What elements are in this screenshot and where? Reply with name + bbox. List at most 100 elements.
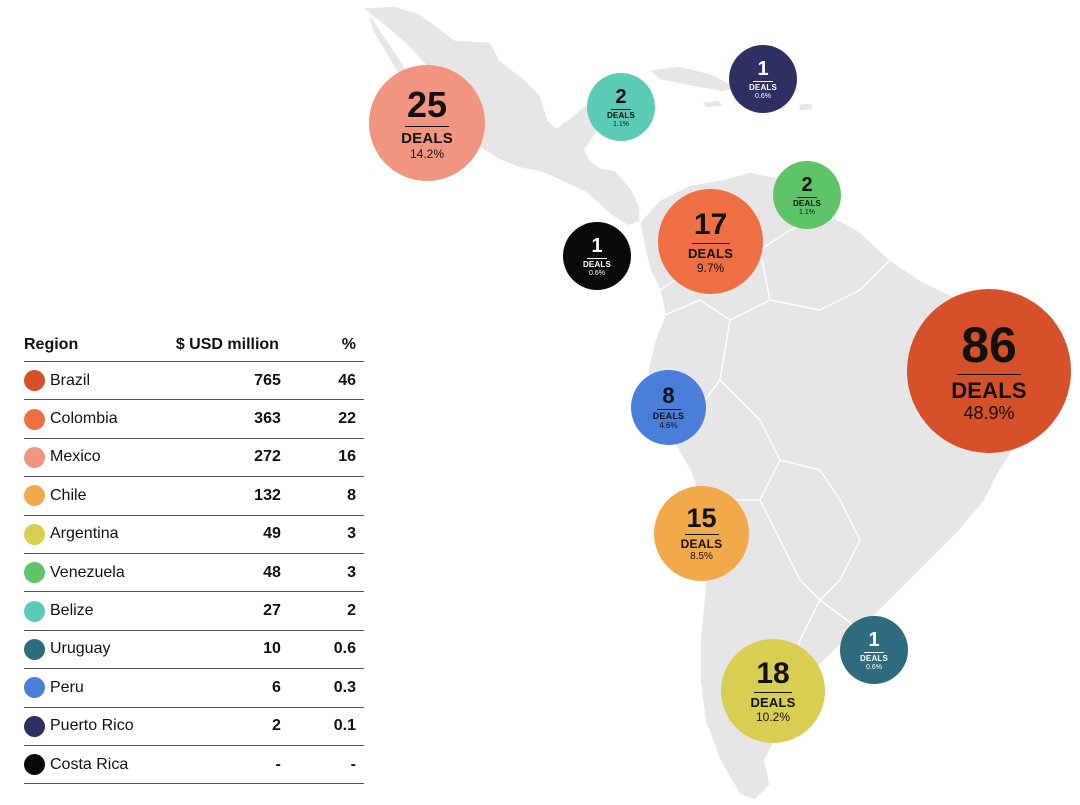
region-color-dot (24, 754, 45, 776)
cell-pct: 3 (280, 553, 364, 593)
cell-region: Argentina (24, 515, 170, 554)
cell-pct: - (280, 745, 364, 785)
table-row: Venezuela 48 3 (24, 553, 364, 593)
bubble-belize: 2 DEALS 1.1% (587, 73, 655, 141)
cell-pct: 8 (280, 476, 364, 516)
bubble-uruguay-rule (864, 651, 884, 653)
cell-usd: 49 (169, 515, 281, 554)
cell-usd: 2 (169, 707, 281, 746)
bubble-puerto-rico: 1 DEALS 0.6% (729, 45, 797, 113)
bubble-costa-rica: 1 DEALS 0.6% (563, 222, 631, 290)
bubble-mexico-rule (405, 125, 449, 127)
bubble-peru-rule (656, 409, 681, 410)
cell-region: Chile (24, 476, 170, 516)
header-pct: % (280, 328, 364, 362)
bubble-chile-count: 15 (686, 503, 717, 533)
region-color-dot (24, 408, 45, 430)
region-name: Chile (50, 486, 87, 504)
region-cell-content: Belize (24, 600, 170, 622)
table-row: Belize 27 2 (24, 591, 364, 631)
region-cell-content: Peru (24, 677, 170, 699)
cell-usd: 6 (169, 668, 281, 708)
region-cell-content: Argentina (24, 523, 170, 545)
region-color-dot (24, 562, 45, 584)
region-color-dot (24, 600, 45, 622)
bubble-uruguay-count: 1 (868, 628, 880, 651)
bubble-venezuela-count: 2 (801, 173, 813, 196)
bubble-brazil-label: DEALS (951, 378, 1027, 403)
table-row: Chile 132 8 (24, 476, 364, 516)
bubble-puerto-rico-count: 1 (757, 57, 769, 80)
cell-pct: 0.6 (280, 630, 364, 670)
region-name: Belize (50, 602, 94, 620)
cell-region: Puerto Rico (24, 707, 170, 746)
cell-region: Costa Rica (24, 745, 170, 785)
region-cell-content: Colombia (24, 408, 170, 430)
cell-usd: 10 (169, 630, 281, 670)
region-color-dot (24, 715, 45, 737)
bubble-mexico-label: DEALS (401, 129, 453, 147)
bubble-belize-label: DEALS (606, 110, 636, 120)
bubble-costa-rica-pct: 0.6% (589, 269, 605, 277)
bubble-uruguay-pct: 0.6% (866, 663, 882, 671)
bubble-venezuela-pct: 1.1% (799, 208, 815, 216)
bubble-brazil: 86 DEALS 48.9% (907, 289, 1071, 453)
region-color-dot (24, 446, 45, 468)
bubble-argentina-rule (754, 692, 792, 693)
bubble-argentina-pct: 10.2% (755, 710, 791, 724)
region-name: Colombia (50, 410, 118, 428)
bubble-argentina-count: 18 (756, 657, 790, 690)
table-row: Puerto Rico 2 0.1 (24, 707, 364, 746)
region-cell-content: Mexico (24, 446, 170, 468)
cell-usd: 48 (169, 553, 281, 593)
bubble-mexico-count: 25 (406, 83, 448, 125)
region-cell-content: Brazil (24, 370, 170, 392)
bubble-peru-label: DEALS (652, 411, 685, 421)
bubble-puerto-rico-pct: 0.6% (755, 92, 771, 100)
cell-region: Mexico (24, 438, 170, 478)
bubble-peru-pct: 4.6% (659, 421, 678, 430)
bubble-costa-rica-count: 1 (591, 234, 603, 257)
bubble-colombia: 17 DEALS 9.7% (658, 189, 763, 294)
bubble-puerto-rico-label: DEALS (748, 82, 778, 92)
cell-pct: 0.1 (280, 707, 364, 746)
region-color-dot (24, 370, 45, 392)
cell-usd: 765 (169, 361, 281, 401)
region-color-dot (24, 638, 45, 660)
map-jamaica (701, 99, 725, 109)
cell-usd: 363 (169, 399, 281, 439)
region-cell-content: Venezuela (24, 562, 170, 584)
cell-pct: 22 (280, 399, 364, 439)
region-table: Region $ USD million % Brazil 765 46 Colomb… (24, 328, 364, 785)
bubble-argentina: 18 DEALS 10.2% (721, 639, 825, 743)
header-region: Region (24, 328, 170, 362)
bubble-brazil-count: 86 (961, 317, 1017, 373)
cell-usd: 272 (169, 438, 281, 478)
map-puerto-rico (797, 102, 814, 112)
cell-pct: 16 (280, 438, 364, 478)
bubble-costa-rica-label: DEALS (582, 259, 612, 269)
region-name: Uruguay (50, 640, 111, 658)
bubble-argentina-label: DEALS (750, 695, 796, 710)
region-name: Venezuela (50, 563, 125, 581)
bubble-costa-rica-rule (587, 257, 607, 259)
bubble-colombia-rule (691, 242, 730, 244)
bubble-chile-label: DEALS (680, 537, 723, 551)
region-name: Mexico (50, 448, 101, 466)
table-row: Costa Rica - - (24, 745, 364, 785)
bubble-puerto-rico-rule (753, 80, 773, 82)
region-name: Puerto Rico (50, 717, 134, 735)
cell-region: Belize (24, 591, 170, 631)
region-color-dot (24, 523, 45, 545)
table-row: Peru 6 0.3 (24, 668, 364, 708)
cell-region: Brazil (24, 361, 170, 401)
cell-pct: 46 (280, 361, 364, 401)
cell-usd: 132 (169, 476, 281, 516)
bubble-colombia-label: DEALS (687, 245, 734, 261)
bubble-mexico-pct: 14.2% (409, 146, 445, 161)
bubble-uruguay-label: DEALS (859, 653, 889, 663)
bubble-brazil-rule (957, 374, 1021, 375)
table-header-row: Region $ USD million % (24, 328, 364, 362)
region-name: Costa Rica (50, 755, 129, 773)
cell-region: Venezuela (24, 553, 170, 593)
